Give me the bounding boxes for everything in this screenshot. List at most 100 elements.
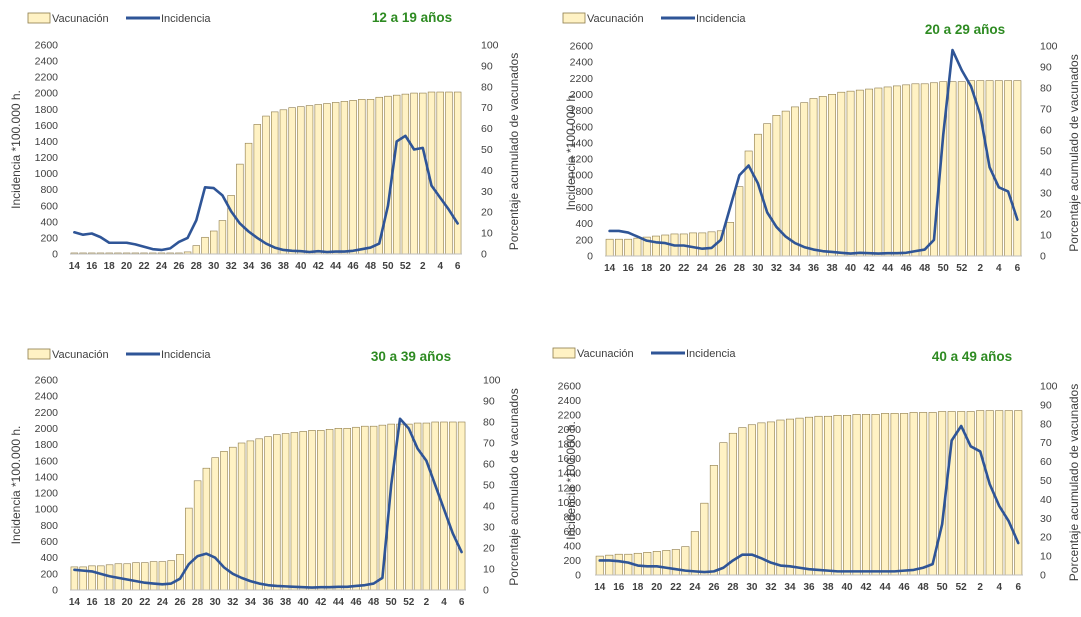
vaccination-bar (281, 433, 290, 591)
x-tick-label: 40 (845, 263, 857, 274)
x-tick-label: 34 (245, 597, 257, 608)
vaccination-bar (763, 123, 772, 257)
y2-tick-label: 0 (481, 249, 487, 261)
y-tick-label: 400 (40, 216, 58, 228)
x-tick-label: 48 (365, 261, 377, 272)
vaccination-bar (343, 427, 351, 591)
y2-tick-label: 30 (1040, 188, 1052, 200)
x-tick-label: 38 (826, 263, 838, 274)
x-tick-label: 26 (715, 263, 727, 274)
y2-axis-label: Porcentaje acumulado de vacunados (507, 53, 521, 250)
vaccination-bar (158, 561, 167, 591)
y-tick-label: 400 (563, 540, 581, 552)
vaccination-bar (401, 93, 410, 255)
x-tick-label: 14 (69, 261, 81, 272)
chart-title: 40 a 49 años (932, 349, 1012, 364)
vaccination-bar (726, 222, 735, 257)
vaccination-bar (244, 142, 253, 255)
vaccination-bar (445, 91, 453, 255)
vaccination-bar (308, 430, 316, 591)
vaccination-bar (314, 104, 322, 255)
y2-tick-label: 70 (483, 438, 495, 450)
vaccination-bar (176, 553, 184, 591)
y2-tick-label: 70 (481, 102, 493, 114)
x-tick-label: 34 (789, 263, 801, 274)
vaccination-bar (919, 412, 928, 576)
y-tick-label: 2400 (35, 391, 59, 403)
vaccination-bar (814, 415, 823, 576)
x-tick-label: 4 (996, 582, 1002, 593)
y-tick-label: 2200 (35, 407, 59, 419)
vaccination-bar (862, 414, 871, 576)
x-tick-label: 16 (613, 582, 625, 593)
x-tick-label: 30 (746, 582, 758, 593)
x-tick-label: 14 (594, 582, 606, 593)
legend-label-vaccination: Vacunación (52, 13, 109, 25)
chart-title: 20 a 29 años (925, 22, 1005, 37)
x-tick-label: 6 (459, 597, 465, 608)
y-tick-label: 1000 (35, 504, 59, 516)
x-tick-label: 16 (86, 261, 98, 272)
vaccination-bar (369, 425, 378, 591)
x-tick-label: 24 (157, 597, 169, 608)
y2-tick-label: 40 (1040, 167, 1052, 179)
x-tick-label: 2 (978, 263, 984, 274)
y-tick-label: 2200 (570, 73, 594, 85)
vaccination-bar (384, 95, 392, 255)
y-tick-label: 800 (575, 186, 593, 198)
x-tick-label: 44 (882, 263, 894, 274)
legend-label-vaccination: Vacunación (52, 349, 109, 361)
vaccination-bar (352, 426, 360, 591)
y-tick-label: 200 (40, 568, 58, 580)
x-tick-label: 18 (104, 597, 116, 608)
y2-tick-label: 90 (1040, 62, 1052, 74)
y2-tick-label: 80 (1040, 418, 1052, 430)
x-tick-label: 22 (670, 582, 682, 593)
x-tick-label: 36 (262, 597, 274, 608)
x-tick-label: 14 (604, 263, 616, 274)
vaccination-bar (396, 423, 404, 591)
y2-tick-label: 0 (1040, 570, 1046, 582)
vaccination-bar (436, 91, 444, 255)
vaccination-bar (818, 96, 827, 257)
vaccination-bar (1013, 80, 1022, 257)
vaccination-bar (331, 102, 340, 255)
vaccination-bar (900, 413, 909, 576)
vaccination-bar (874, 87, 883, 257)
vaccination-bar (1004, 410, 1013, 576)
vaccination-bar (273, 434, 281, 591)
x-tick-label: 26 (174, 597, 186, 608)
vaccination-bar (707, 231, 716, 257)
y-tick-label: 800 (40, 520, 58, 532)
vaccination-bar (237, 442, 246, 591)
y-axis-label: Incidencia *100.000 h. (564, 421, 578, 540)
y-tick-label: 200 (40, 232, 58, 244)
x-tick-label: 38 (822, 582, 834, 593)
x-tick-label: 22 (678, 263, 690, 274)
y-tick-label: 1400 (570, 137, 594, 149)
vaccination-bar (392, 94, 401, 255)
legend-label-vaccination: Vacunación (587, 13, 644, 25)
vaccination-bar (201, 236, 209, 255)
y2-tick-label: 70 (1040, 437, 1052, 449)
vaccination-bar (323, 103, 331, 255)
vaccination-bar (837, 91, 846, 257)
legend-swatch-vaccination (552, 347, 576, 359)
y2-tick-label: 90 (483, 396, 495, 408)
vaccination-bar (709, 465, 718, 576)
y2-tick-label: 20 (483, 543, 495, 555)
y2-tick-label: 90 (1040, 399, 1052, 411)
y2-tick-label: 60 (1040, 456, 1052, 468)
legend-swatch-vaccination (562, 12, 586, 24)
vaccination-bar (855, 89, 864, 257)
x-tick-label: 32 (771, 263, 783, 274)
vaccination-bar (236, 163, 244, 255)
y-tick-label: 2000 (558, 424, 582, 436)
x-tick-label: 2 (420, 261, 426, 272)
x-tick-label: 36 (808, 263, 820, 274)
y-tick-label: 1200 (35, 152, 59, 164)
vaccination-bar (595, 555, 604, 576)
y-tick-label: 1000 (570, 170, 594, 182)
vaccination-bar (865, 88, 874, 257)
